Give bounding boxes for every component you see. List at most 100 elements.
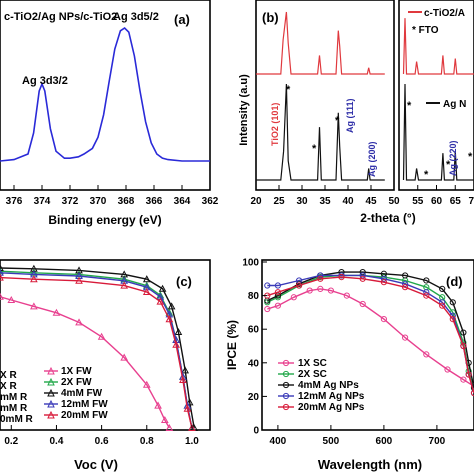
panel-b-label: (b) — [262, 10, 279, 25]
panel-d-xticks: 400 500 600 700 — [270, 425, 446, 447]
panel-c-xticks: 0.2 0.4 0.6 0.8 1.0 — [4, 425, 199, 447]
ytick-label-d-60: 60 — [248, 325, 260, 336]
jv-marker-20mm-fw-1 — [30, 275, 38, 283]
xtick-label-c-0.4: 0.4 — [49, 436, 63, 447]
ipce-marker-20mm-ag-nps-10 — [449, 316, 456, 323]
panel-a-label: (a) — [174, 12, 190, 27]
jv-marker-1x-fw-3 — [52, 308, 61, 316]
legend-c-right-3: 12mM FW — [61, 399, 108, 410]
jv-marker-20mm-fw-7 — [172, 340, 180, 348]
ipce-marker-20mm-ag-nps-4 — [338, 274, 345, 281]
ipce-marker-20mm-ag-nps-5 — [359, 275, 366, 282]
ipce-marker-12mm-ag-nps-1 — [274, 282, 281, 289]
panel-b-xticks: 20 25 30 35 40 45 50 55 60 65 70 — [250, 185, 474, 207]
ipce-marker-1x-sc-7 — [359, 300, 366, 308]
peak-label-ag3d52: Ag 3d5/2 — [113, 11, 159, 23]
legend-d-marker-1 — [282, 370, 290, 378]
legend-c-marker-2 — [47, 388, 55, 397]
ann-ag-111: Ag (111) — [345, 98, 355, 133]
ipce-marker-20mm-ag-nps-9 — [439, 302, 446, 309]
jv-marker-4mm-fw-9 — [185, 398, 194, 406]
ipce-marker-20mm-ag-nps-7 — [402, 284, 409, 291]
xtick-label-a-376: 376 — [6, 196, 23, 207]
panel-b-xlabel: 2-theta (°) — [360, 211, 415, 225]
legend-fto-label: * FTO — [412, 25, 439, 36]
xtick-label-d-500: 500 — [323, 436, 340, 447]
ipce-marker-12mm-ag-nps-6 — [380, 275, 387, 282]
xtick-label-b-65: 65 — [450, 196, 462, 207]
xtick-label-d-600: 600 — [376, 436, 393, 447]
ipce-marker-12mm-ag-nps-5 — [359, 272, 366, 279]
xrd-line-ag-n-left — [256, 83, 385, 181]
jv-marker-20mm-fw-9 — [183, 404, 192, 412]
xtick-label-d-700: 700 — [429, 436, 446, 447]
jv-line-4mm-fw — [0, 267, 195, 429]
ytick-label-d-80: 80 — [248, 291, 260, 302]
jv-marker-1x-fw-2 — [30, 302, 38, 310]
ipce-line-4mm-ag-nps — [267, 271, 474, 389]
ipce-line-20mm-ag-nps — [267, 276, 474, 394]
xtick-label-a-366: 366 — [146, 196, 163, 207]
legend-d-label-3: 12mM Ag NPs — [298, 391, 365, 402]
fto-star-5: * — [424, 169, 429, 181]
ipce-marker-20mm-ag-nps-8 — [423, 292, 430, 299]
legend-black-label: Ag N — [443, 99, 466, 110]
xtick-label-b-30: 30 — [296, 196, 308, 207]
legend-c-right-2: 4mM FW — [61, 388, 103, 399]
panel-b-xrd: Intensity (a.u) (b) c-TiO2/A * FTO Ag N … — [238, 0, 474, 225]
ipce-marker-12mm-ag-nps-3 — [317, 272, 324, 279]
xtick-label-d-400: 400 — [270, 436, 287, 447]
xtick-label-b-25: 25 — [273, 196, 285, 207]
legend-c-marker-4 — [47, 410, 55, 419]
legend-d-marker-4 — [282, 403, 290, 411]
jv-marker-20mm-fw-3 — [120, 281, 129, 289]
ipce-marker-20mm-ag-nps-6 — [380, 279, 387, 286]
panel-d-xlabel: Wavelength (nm) — [318, 457, 422, 472]
panel-a-xps: c-TiO2/Ag NPs/c-TiO2 (a) Ag 3d3/2 Ag 3d5… — [0, 0, 219, 227]
jv-marker-4mm-fw-0 — [0, 263, 4, 271]
ipce-marker-4mm-ag-nps-5 — [359, 268, 366, 276]
jv-marker-20mm-fw-5 — [156, 297, 165, 305]
jv-marker-20mm-fw-10 — [188, 423, 196, 431]
jv-marker-1x-fw-1 — [7, 295, 16, 303]
ipce-marker-1x-sc-1 — [274, 302, 281, 309]
fto-star-1: * — [286, 84, 291, 96]
fto-star-6: * — [446, 159, 451, 171]
jv-marker-12mm-fw-0 — [0, 268, 4, 276]
legend-c-right-1: 2X FW — [61, 377, 92, 388]
legend-d-label-1: 2X SC — [298, 369, 327, 380]
jv-marker-1x-fw-4 — [75, 318, 83, 326]
ipce-marker-20mm-ag-nps-1 — [274, 289, 281, 296]
legend-c-left-1: X R — [0, 381, 17, 392]
xtick-label-b-40: 40 — [342, 196, 354, 207]
xtick-label-b-50: 50 — [388, 196, 400, 207]
xrd-line-ag-n-right — [402, 83, 474, 181]
ipce-marker-20mm-ag-nps-12 — [465, 371, 472, 378]
ipce-marker-1x-sc-4 — [317, 285, 324, 292]
xtick-label-a-362: 362 — [202, 196, 219, 207]
ytick-label-d-40: 40 — [248, 358, 260, 369]
panel-c-xlabel: Voc (V) — [74, 457, 118, 472]
legend-d-marker-3 — [282, 392, 290, 400]
panel-a-plot — [0, 26, 210, 162]
xtick-label-a-368: 368 — [118, 196, 135, 207]
jv-marker-1x-fw-10 — [165, 423, 174, 431]
ipce-marker-1x-sc-5 — [327, 287, 334, 294]
panel-a-xlabel: Binding energy (eV) — [48, 213, 161, 227]
ipce-marker-4mm-ag-nps-10 — [449, 299, 456, 306]
panel-a-xticks: 376 374 372 370 368 366 364 362 — [6, 185, 219, 207]
panel-c-label: (c) — [176, 274, 192, 289]
ipce-marker-12mm-ag-nps-0 — [264, 282, 271, 289]
ipce-marker-1x-sc-0 — [264, 305, 271, 313]
ipce-marker-1x-sc-8 — [380, 316, 387, 323]
ipce-marker-4mm-ag-nps-9 — [439, 285, 446, 292]
jv-marker-1x-fw-6 — [120, 353, 129, 361]
jv-marker-20mm-fw-4 — [142, 287, 151, 295]
legend-c-marker-1 — [47, 377, 55, 386]
ipce-marker-1x-sc-12 — [460, 376, 467, 383]
jv-marker-20mm-fw-8 — [179, 375, 187, 383]
